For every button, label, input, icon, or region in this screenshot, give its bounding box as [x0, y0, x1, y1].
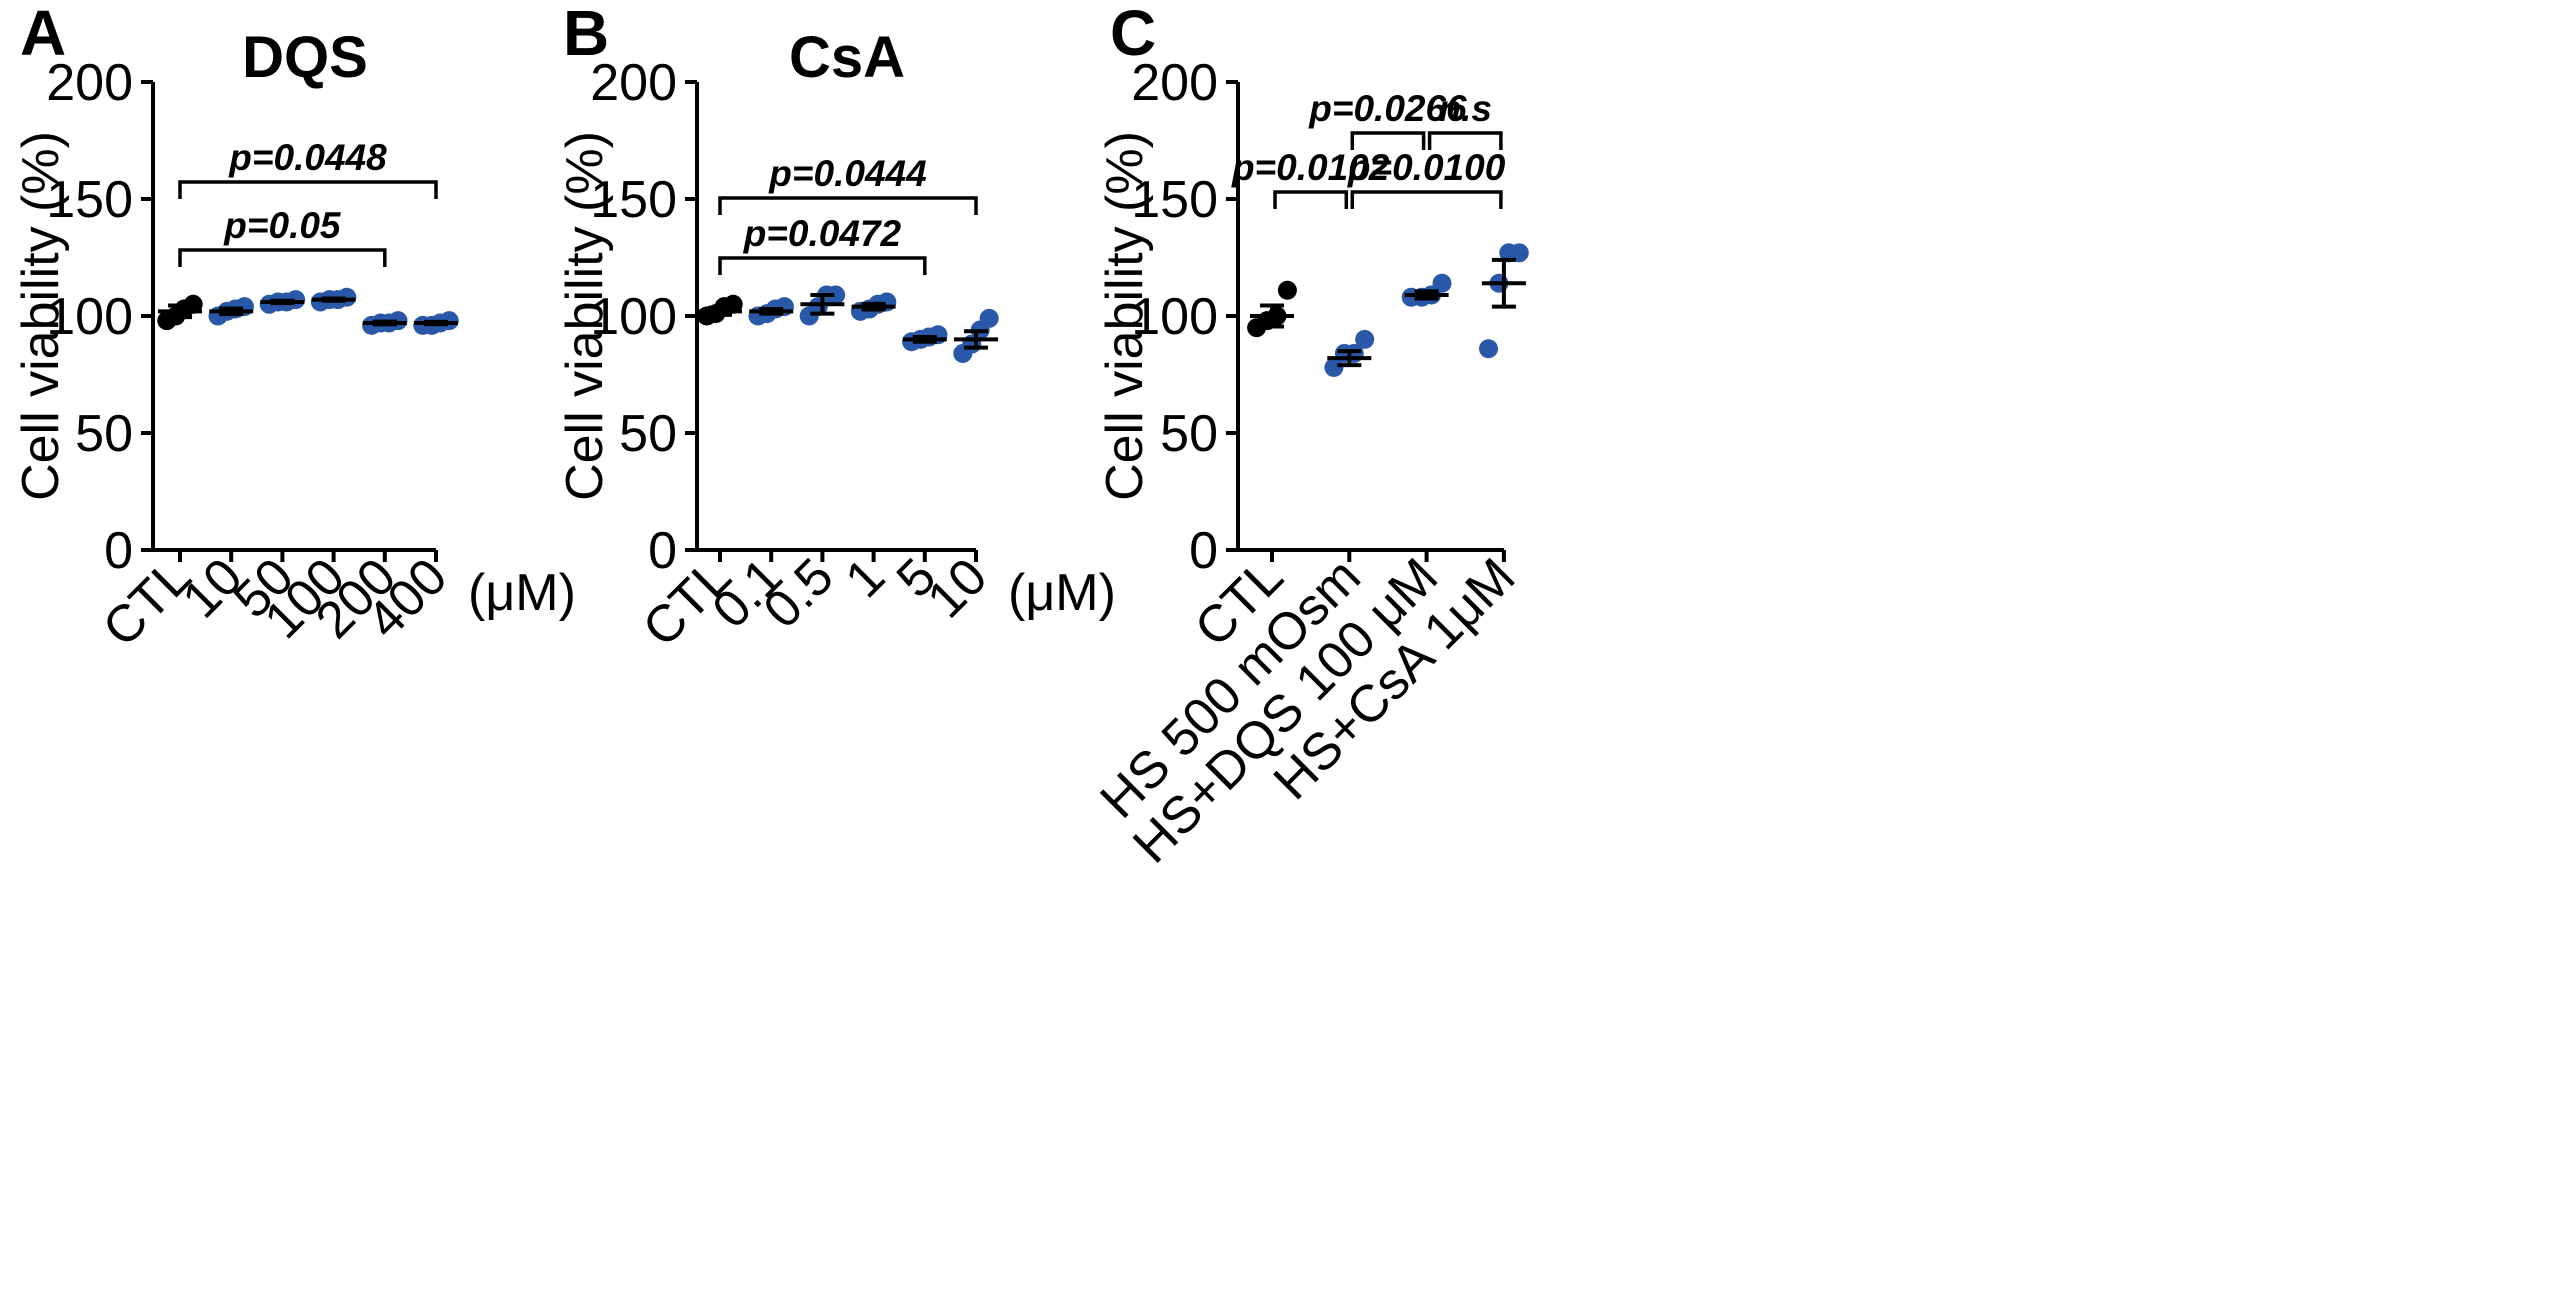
- y-axis-label: Cell viability (%): [1096, 131, 1154, 501]
- significance-bracket: [1350, 131, 1426, 150]
- chart-title: CsA: [789, 25, 905, 90]
- y-axis-label: Cell viability (%): [12, 131, 70, 501]
- data-point: [1479, 339, 1498, 359]
- y-tick-label: 50: [619, 405, 677, 463]
- p-value-label: p=0.0444: [768, 153, 926, 194]
- p-value-label: n.s: [1439, 88, 1492, 129]
- y-tick-label: 100: [1131, 288, 1218, 346]
- y-tick-label: 200: [46, 54, 133, 112]
- y-tick-label: 150: [1131, 171, 1218, 229]
- p-value-label: p=0.0448: [228, 137, 387, 178]
- x-unit-label: (μM): [468, 564, 576, 622]
- p-value-label: p=0.0266: [1308, 88, 1467, 129]
- y-tick-label: 100: [46, 288, 133, 346]
- p-value-label: p=0.0100: [1347, 147, 1506, 188]
- significance-bracket: [1427, 131, 1503, 150]
- data-point: [1355, 329, 1375, 349]
- significance-bracket: [718, 256, 927, 275]
- y-tick-label: 0: [1189, 522, 1218, 580]
- x-category-label: 10: [917, 547, 999, 629]
- panel-letter: B: [563, 0, 609, 69]
- significance-bracket: [718, 196, 978, 215]
- data-point: [1509, 243, 1529, 263]
- significance-bracket: [1273, 190, 1349, 209]
- x-unit-label: (μM): [1008, 564, 1116, 622]
- y-tick-label: 100: [590, 288, 677, 346]
- y-axis-label: Cell viability (%): [556, 131, 614, 501]
- x-category-label: 1: [835, 547, 896, 608]
- panel-letter: A: [20, 0, 66, 69]
- y-tick-label: 200: [590, 54, 677, 112]
- significance-bracket: [178, 248, 387, 267]
- chart-title: DQS: [242, 25, 368, 90]
- p-value-label: p=0.0102: [1231, 147, 1390, 188]
- y-tick-label: 50: [75, 405, 133, 463]
- data-point: [1324, 357, 1344, 377]
- significance-bracket: [1350, 190, 1503, 209]
- significance-bracket: [178, 180, 438, 199]
- y-tick-label: 150: [46, 171, 133, 229]
- x-category-label: 0.5: [753, 547, 845, 639]
- y-tick-label: 50: [1160, 405, 1218, 463]
- data-point: [1432, 273, 1452, 293]
- panel-letter: C: [1110, 0, 1156, 69]
- data-point: [979, 308, 999, 328]
- p-value-label: p=0.0472: [743, 213, 902, 254]
- p-value-label: p=0.05: [223, 205, 342, 246]
- y-tick-label: 0: [648, 522, 677, 580]
- data-point: [826, 285, 846, 305]
- data-point: [1277, 280, 1297, 300]
- y-tick-label: 150: [590, 171, 677, 229]
- y-tick-label: 0: [104, 522, 133, 580]
- data-point: [183, 294, 203, 314]
- y-tick-label: 200: [1131, 54, 1218, 112]
